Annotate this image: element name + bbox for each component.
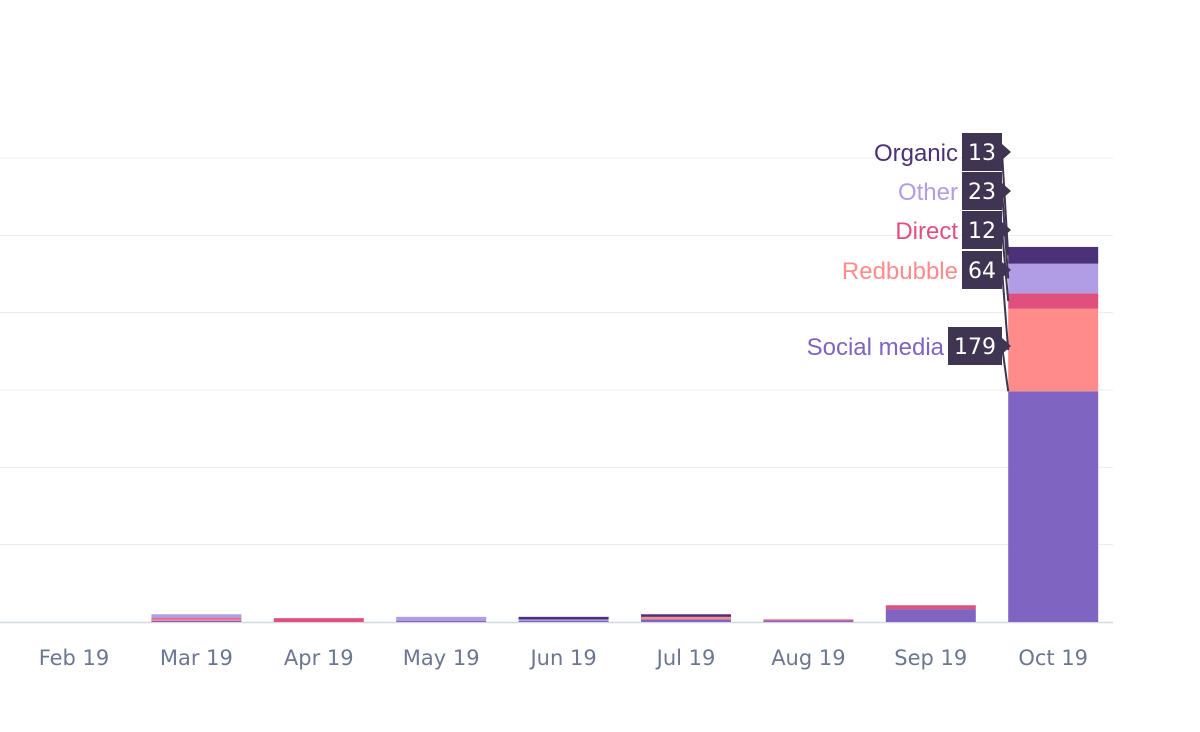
callout-box-other: [962, 172, 1002, 210]
callout-value-direct: 12: [968, 219, 996, 244]
tooltip-callouts: 13 Organic 23 Other 12 Direct 64 Redbubble 179 So…: [807, 133, 1011, 392]
x-axis: Feb 19 Mar 19 Apr 19 May 19 Jun 19 Jul 19 Aug …: [39, 646, 1088, 670]
callout-box-direct: [962, 211, 1002, 249]
callout-connector-redbubble: [1001, 269, 1010, 351]
bar-segment-direct-mar-19[interactable]: [151, 618, 242, 620]
x-tick-label: Oct 19: [1018, 646, 1088, 670]
bar-segment-redbubble-oct-19[interactable]: [1008, 308, 1099, 392]
bars-layer: [151, 246, 1099, 622]
bar-segment-other-oct-19[interactable]: [1008, 263, 1099, 294]
bar-segment-direct-oct-19[interactable]: [1008, 293, 1099, 309]
bar-segment-social-media-mar-19[interactable]: [151, 620, 242, 622]
bar-segment-direct-apr-19[interactable]: [273, 618, 364, 622]
callout-pointer-direct: [1002, 222, 1011, 238]
bar-segment-social-media-jul-19[interactable]: [641, 619, 731, 622]
grid-layer: [0, 157, 1113, 624]
callout-connector-organic: [1001, 151, 1010, 256]
bar-segment-social-media-oct-19[interactable]: [1008, 391, 1099, 622]
x-tick-label: Mar 19: [160, 646, 233, 670]
callout-pointer-organic: [1002, 144, 1011, 160]
bar-segment-social-media-may-19[interactable]: [396, 620, 487, 622]
callout-label-other: Other: [898, 179, 958, 206]
callout-box-organic: [962, 133, 1002, 171]
callout-value-redbubble: 64: [968, 259, 996, 284]
bar-segment-organic-jun-19[interactable]: [518, 616, 609, 620]
callout-connector-social-media: [1001, 345, 1010, 392]
x-tick-label: Jul 19: [655, 646, 716, 670]
bar-segment-organic-oct-19[interactable]: [1008, 246, 1099, 264]
bar-segment-social-media-jun-19[interactable]: [518, 620, 609, 622]
x-tick-label: Feb 19: [39, 646, 110, 670]
bar-segment-other-may-19[interactable]: [396, 616, 487, 621]
bar-segment-direct-aug-19[interactable]: [763, 619, 854, 621]
x-tick-label: Sep 19: [894, 646, 967, 670]
callout-box-redbubble: [962, 251, 1002, 289]
bar-segment-direct-sep-19[interactable]: [885, 605, 976, 610]
bar-segment-other-jun-19[interactable]: [518, 619, 609, 621]
x-tick-label: Aug 19: [771, 646, 845, 670]
bar-segment-redbubble-jul-19[interactable]: [641, 616, 731, 620]
callout-label-organic: Organic: [874, 140, 958, 167]
callout-value-social-media: 179: [954, 335, 996, 360]
callout-pointer-other: [1002, 183, 1011, 199]
x-tick-label: May 19: [403, 646, 480, 670]
bar-segment-social-media-sep-19[interactable]: [885, 609, 976, 622]
callout-value-organic: 13: [968, 141, 996, 166]
bar-segment-organic-jul-19[interactable]: [641, 614, 731, 617]
x-tick-label: Apr 19: [284, 646, 354, 670]
x-tick-label: Jun 19: [528, 646, 596, 670]
callout-pointer-redbubble: [1002, 262, 1011, 278]
bar-segment-other-mar-19[interactable]: [151, 614, 242, 619]
callout-box-social-media: [948, 327, 1002, 365]
callout-label-redbubble: Redbubble: [842, 258, 958, 285]
bar-segment-social-media-aug-19[interactable]: [763, 620, 854, 622]
callout-value-other: 23: [968, 180, 996, 205]
callout-pointer-social-media: [1002, 338, 1011, 354]
callout-label-direct: Direct: [895, 218, 958, 245]
callout-label-social-media: Social media: [807, 334, 945, 361]
bar-segment-redbubble-mar-19[interactable]: [151, 619, 242, 621]
